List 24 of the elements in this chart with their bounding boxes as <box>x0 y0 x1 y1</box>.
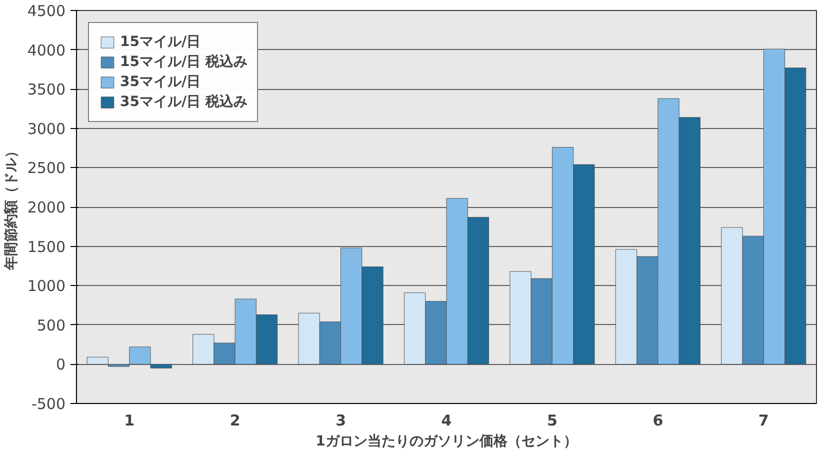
y-tick-label: 4500 <box>27 2 66 20</box>
y-tick-label: 3500 <box>27 80 66 99</box>
x-tick-label: 5 <box>546 412 558 430</box>
x-axis-title: 1ガロン当たりのガソリン価格（セント） <box>316 434 578 450</box>
x-tick-label: 1 <box>124 412 135 430</box>
y-tick-label: 4000 <box>27 41 66 60</box>
legend-label: 35マイル/日 税込み <box>120 93 248 111</box>
y-tick-label: 0 <box>56 356 66 374</box>
y-tick-label: 500 <box>36 316 66 334</box>
x-tick-label: 6 <box>652 412 664 430</box>
legend-label: 15マイル/日 税込み <box>120 53 248 71</box>
legend-label: 35マイル/日 <box>120 73 201 91</box>
x-tick-label: 2 <box>230 412 240 430</box>
y-axis-title: 年間節約額（ドル） <box>2 144 20 271</box>
y-tick-label: 2000 <box>27 198 66 216</box>
y-tick-label: 2500 <box>27 159 66 178</box>
y-tick-label: 1000 <box>27 277 66 296</box>
legend-label: 15マイル/日 <box>120 33 201 51</box>
y-tick-label: 1500 <box>27 238 66 256</box>
x-tick-label: 3 <box>336 412 346 430</box>
y-tick-label: -500 <box>31 395 66 413</box>
x-tick-label: 4 <box>441 412 452 430</box>
y-tick-label: 3000 <box>27 120 66 138</box>
x-tick-label: 7 <box>758 412 769 430</box>
